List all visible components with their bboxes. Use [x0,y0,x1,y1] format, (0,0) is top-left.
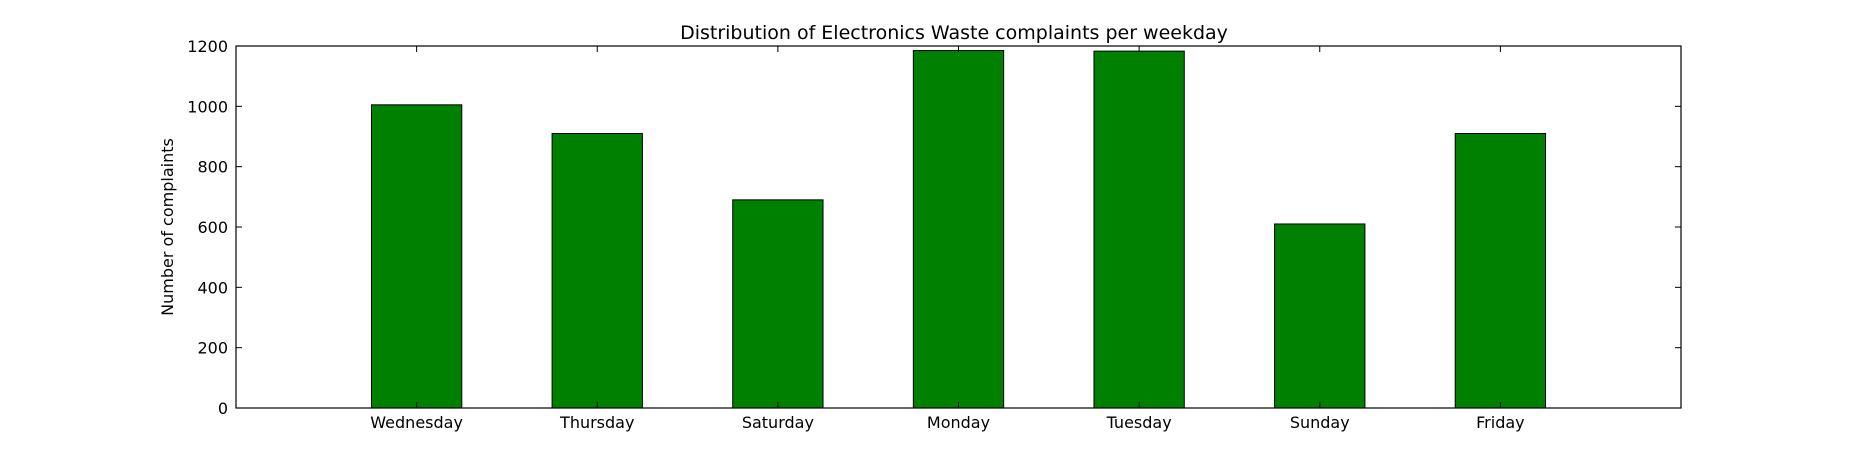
x-tick-label: Sunday [1290,413,1350,432]
x-tick-label: Tuesday [1106,413,1172,432]
x-tick-label: Monday [927,413,990,432]
bar-saturday [732,199,824,409]
y-tick-label: 600 [197,218,228,237]
bar-thursday [551,132,643,409]
x-tick-label: Thursday [559,413,634,432]
y-tick-label: 1000 [187,97,228,116]
bar-monday [912,50,1005,409]
y-tick-label: 200 [197,339,228,358]
y-tick-label: 1200 [187,37,228,56]
x-tick-label: Friday [1476,413,1525,432]
plot-area: 0 200 400 600 800 1000 1200 Wednesday Thursday Sa… [187,37,1682,432]
y-tick-label: 800 [197,158,228,177]
bar-wednesday [370,104,463,409]
y-tick-label: 400 [197,278,228,297]
chart-title: Distribution of Electronics Waste compla… [680,22,1228,44]
x-tick-label: Wednesday [370,413,463,432]
x-tick-label: Saturday [742,413,814,432]
bar-sunday [1274,223,1366,409]
y-tick-label: 0 [218,399,228,418]
bar-tuesday [1093,50,1185,409]
y-axis-label: Number of complaints [158,138,177,316]
bar-friday [1454,132,1547,409]
